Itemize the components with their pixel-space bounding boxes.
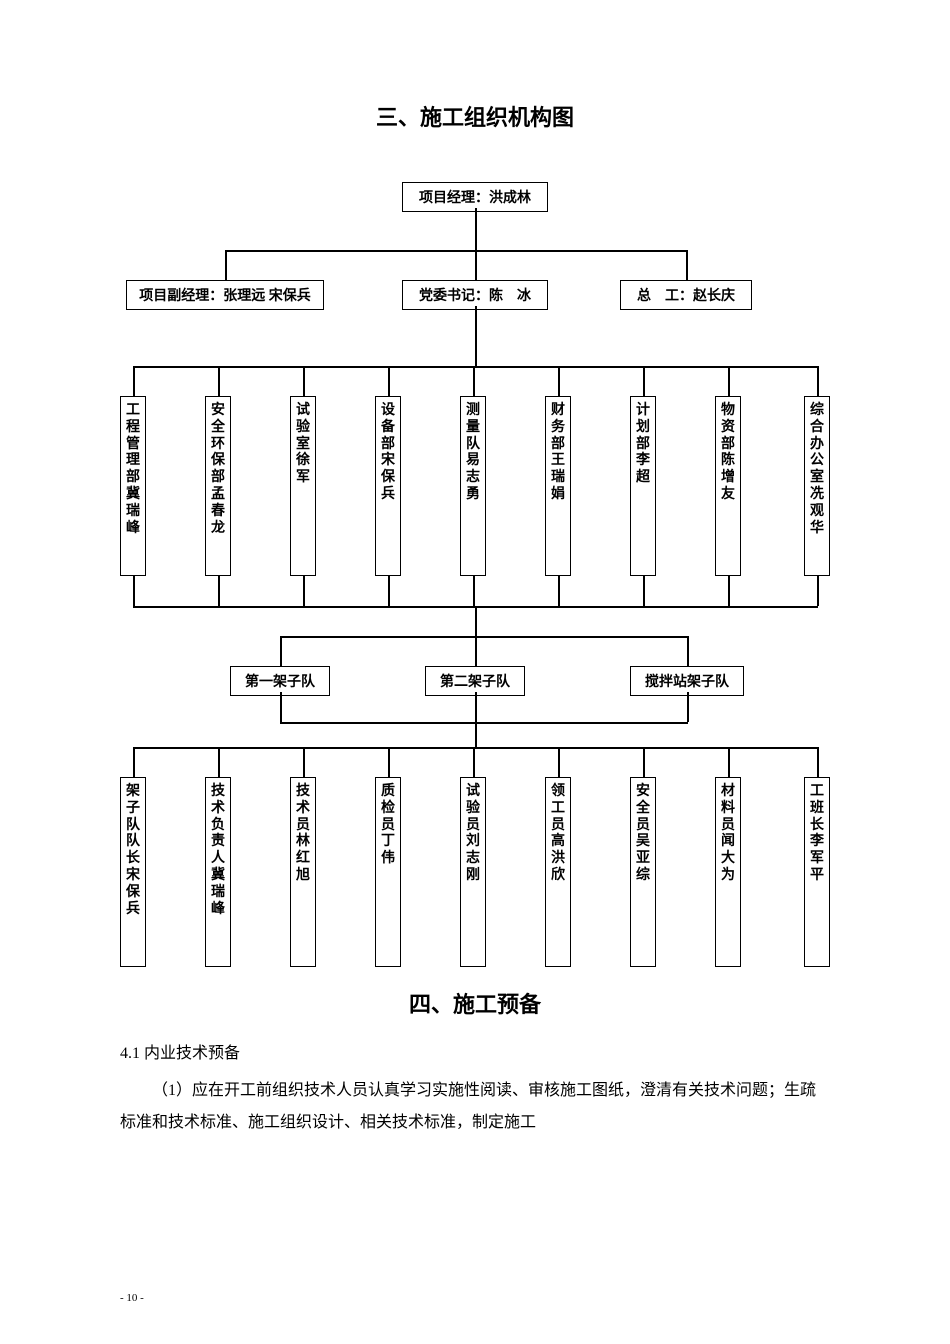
node-dept-plan: 计划部 李超: [630, 396, 656, 576]
connector: [643, 366, 645, 396]
connector: [133, 747, 135, 777]
connector: [475, 636, 477, 666]
section-4-title: 四、施工预备: [120, 987, 830, 1019]
node-role-tech: 技术员 林红旭: [290, 777, 316, 967]
node-role-material: 材料员 闻大为: [715, 777, 741, 967]
connector: [687, 692, 689, 722]
connector: [473, 366, 475, 396]
node-dept-office: 综合办公室 冼观华: [804, 396, 830, 576]
connector: [728, 366, 730, 396]
connector: [225, 250, 227, 280]
connector: [817, 576, 819, 606]
connector: [218, 747, 220, 777]
connector: [303, 366, 305, 396]
node-dept-survey: 测量队 易志勇: [460, 396, 486, 576]
page-number: - 10 -: [120, 1292, 144, 1304]
node-dept-materials: 物资部 陈增友: [715, 396, 741, 576]
connector: [817, 366, 819, 396]
connector: [133, 747, 818, 749]
connector: [218, 576, 220, 606]
connector: [728, 576, 730, 606]
connector: [218, 366, 220, 396]
connector: [558, 747, 560, 777]
connector: [133, 366, 818, 368]
connector: [817, 747, 819, 777]
connector: [686, 250, 688, 280]
node-role-tester: 试验员 刘志刚: [460, 777, 486, 967]
connector: [475, 606, 477, 636]
node-dept-safety: 安全环保部 孟春龙: [205, 396, 231, 576]
connector: [475, 250, 477, 280]
connector: [303, 747, 305, 777]
node-role-crew: 工班长 李军平: [804, 777, 830, 967]
connector: [133, 366, 135, 396]
connector: [388, 747, 390, 777]
connector: [133, 576, 135, 606]
node-role-foreman: 领工员 高洪欣: [545, 777, 571, 967]
node-role-safety: 安全员 吴亚综: [630, 777, 656, 967]
connector: [475, 722, 477, 747]
node-role-techhead: 技术负责人 冀瑞峰: [205, 777, 231, 967]
paragraph-4-1-1: （1）应在开工前组织技术人员认真学习实施性阅读、审核施工图纸，澄清有关技术问题；…: [120, 1075, 830, 1139]
connector: [225, 250, 687, 252]
connector: [280, 722, 688, 724]
connector: [475, 306, 477, 366]
connector: [280, 636, 282, 666]
node-role-leader: 架子队队长 宋保兵: [120, 777, 146, 967]
connector: [558, 366, 560, 396]
connector: [303, 576, 305, 606]
connector: [280, 692, 282, 722]
section-3-title: 三、施工组织机构图: [120, 100, 830, 132]
node-dept-equipment: 设备部 宋保兵: [375, 396, 401, 576]
node-role-qc: 质检员 丁伟: [375, 777, 401, 967]
connector: [388, 366, 390, 396]
connector: [473, 747, 475, 777]
connector: [643, 576, 645, 606]
node-dept-finance: 财务部 王瑞娟: [545, 396, 571, 576]
connector: [388, 576, 390, 606]
connector: [643, 747, 645, 777]
section-4-1-heading: 4.1 内业技术预备: [120, 1039, 830, 1063]
node-deputy: 项目副经理：张理远 宋保兵: [126, 280, 324, 310]
connector: [473, 576, 475, 606]
org-chart: 项目经理：洪成林 项目副经理：张理远 宋保兵 党委书记：陈 冰 总 工：赵长庆 …: [120, 182, 830, 977]
node-dept-test: 试验室 徐军: [290, 396, 316, 576]
connector: [687, 636, 689, 666]
node-dept-engineering: 工程管理部 冀瑞峰: [120, 396, 146, 576]
connector: [280, 636, 688, 638]
node-chief-eng: 总 工：赵长庆: [620, 280, 752, 310]
connector: [728, 747, 730, 777]
connector: [475, 208, 477, 250]
connector: [558, 576, 560, 606]
connector: [475, 692, 477, 722]
